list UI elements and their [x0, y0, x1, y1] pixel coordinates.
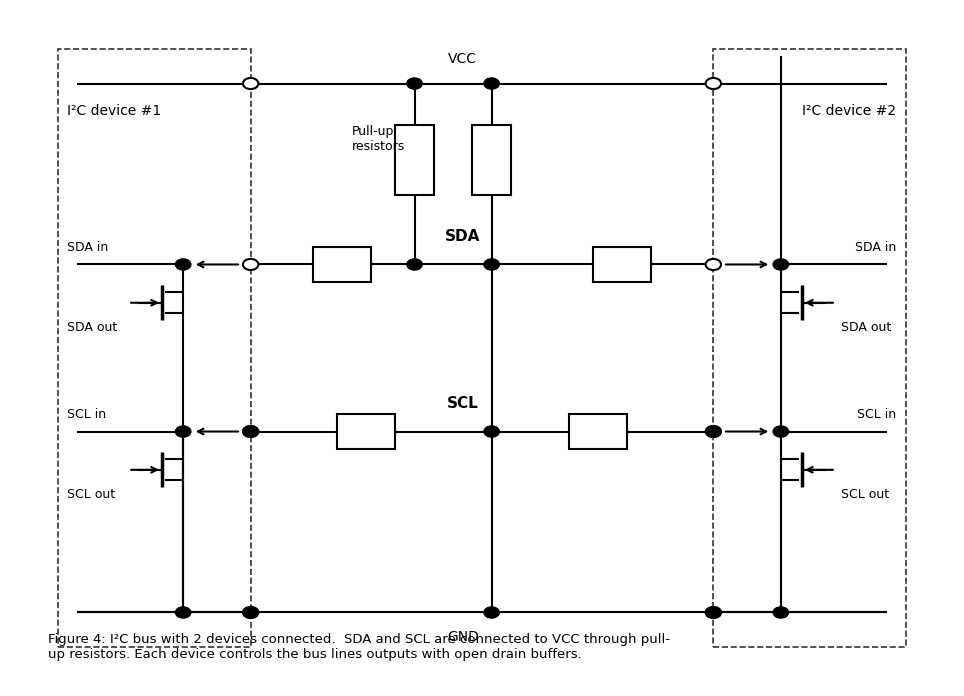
Circle shape [484, 259, 499, 270]
Circle shape [484, 426, 499, 437]
Circle shape [243, 78, 258, 89]
Circle shape [407, 259, 422, 270]
Circle shape [706, 259, 721, 270]
Bar [569, 414, 627, 449]
Circle shape [706, 426, 721, 437]
Text: SDA in: SDA in [67, 241, 109, 253]
Text: I²C device #1: I²C device #1 [67, 104, 162, 118]
Circle shape [706, 607, 721, 618]
Circle shape [175, 426, 191, 437]
Circle shape [773, 426, 789, 437]
Bar [58, 49, 251, 647]
Circle shape [243, 426, 258, 437]
Circle shape [243, 259, 258, 270]
Text: Pull-up
resistors: Pull-up resistors [352, 125, 405, 153]
Text: Figure 4: I²C bus with 2 devices connected.  SDA and SCL are connected to VCC th: Figure 4: I²C bus with 2 devices connect… [48, 633, 670, 661]
Circle shape [484, 607, 499, 618]
Circle shape [175, 259, 191, 270]
Circle shape [243, 607, 258, 618]
Circle shape [407, 78, 422, 89]
Circle shape [706, 607, 721, 618]
Text: SCL: SCL [447, 396, 478, 411]
Circle shape [773, 607, 789, 618]
Circle shape [484, 78, 499, 89]
Text: SCL in: SCL in [857, 408, 897, 420]
Text: VCC: VCC [448, 52, 477, 66]
Circle shape [243, 426, 258, 437]
Circle shape [706, 78, 721, 89]
Text: SDA out: SDA out [841, 321, 891, 333]
Text: SDA: SDA [445, 229, 480, 244]
Bar [713, 49, 906, 647]
Circle shape [175, 607, 191, 618]
Text: SDA in: SDA in [855, 241, 897, 253]
Circle shape [243, 607, 258, 618]
Text: SCL out: SCL out [67, 488, 116, 500]
Bar [337, 414, 395, 449]
Text: SCL out: SCL out [841, 488, 889, 500]
Bar [593, 247, 651, 282]
Text: SCL in: SCL in [67, 408, 107, 420]
Text: I²C device #2: I²C device #2 [802, 104, 897, 118]
Bar [395, 125, 434, 195]
Circle shape [706, 426, 721, 437]
Text: GND: GND [446, 630, 479, 644]
Bar [472, 125, 511, 195]
Circle shape [773, 259, 789, 270]
Text: SDA out: SDA out [67, 321, 118, 333]
Bar [313, 247, 371, 282]
